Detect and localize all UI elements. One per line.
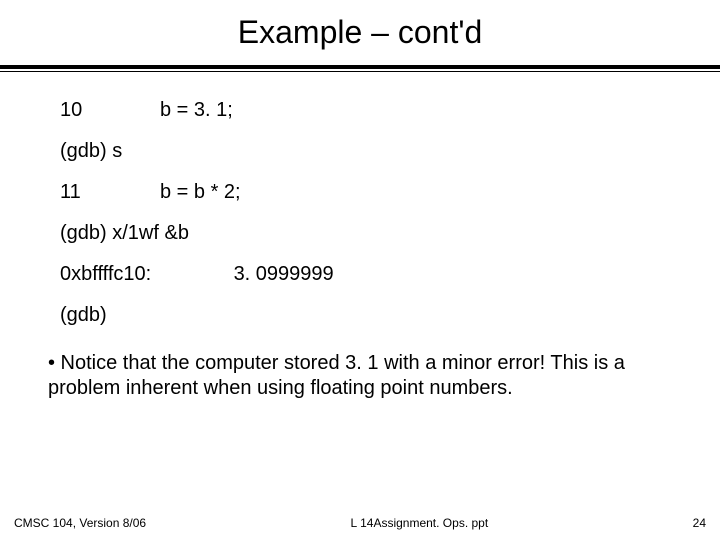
slide-title: Example – cont'd <box>0 0 720 65</box>
memory-address: 0xbffffc10: <box>60 263 228 286</box>
code-line-1: 10 b = 3. 1; <box>60 99 660 122</box>
slide-note: • Notice that the computer stored 3. 1 w… <box>0 351 720 401</box>
footer-center: L 14Assignment. Ops. ppt <box>146 516 693 530</box>
line-number: 11 <box>60 181 160 204</box>
divider-thick <box>0 65 720 69</box>
code-text: b = b * 2; <box>160 181 241 204</box>
gdb-prompt-2: (gdb) x/1wf &b <box>60 222 660 245</box>
gdb-prompt-3: (gdb) <box>60 304 660 327</box>
slide-body: 10 b = 3. 1; (gdb) s 11 b = b * 2; (gdb)… <box>0 71 720 327</box>
line-number: 10 <box>60 99 160 122</box>
slide-footer: CMSC 104, Version 8/06 L 14Assignment. O… <box>0 516 720 530</box>
gdb-prompt-1: (gdb) s <box>60 140 660 163</box>
memory-dump: 0xbffffc10: 3. 0999999 <box>60 263 660 286</box>
memory-value: 3. 0999999 <box>234 263 334 285</box>
title-divider <box>0 65 720 71</box>
footer-left: CMSC 104, Version 8/06 <box>14 516 146 530</box>
code-text: b = 3. 1; <box>160 99 233 122</box>
divider-thin <box>0 71 720 72</box>
code-line-2: 11 b = b * 2; <box>60 181 660 204</box>
footer-right: 24 <box>693 516 706 530</box>
